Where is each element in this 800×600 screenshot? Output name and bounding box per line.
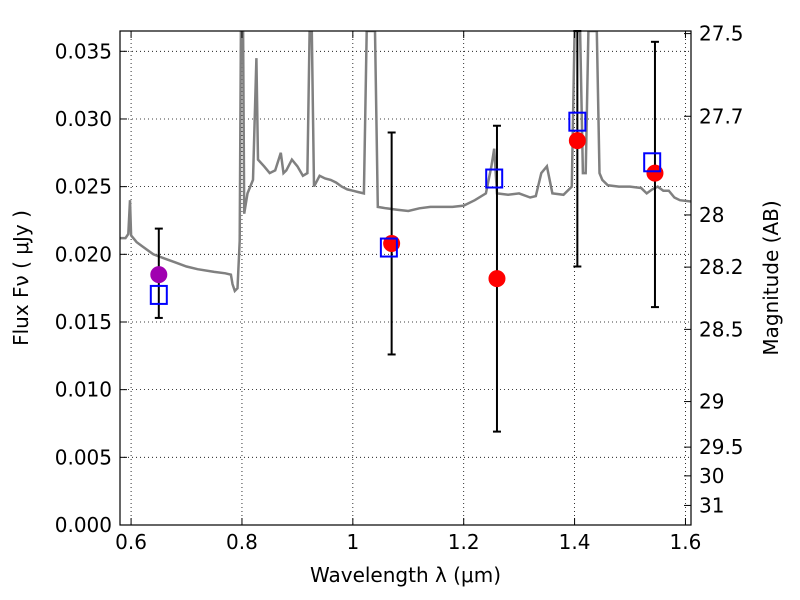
x-tick-label: 1.2 xyxy=(448,530,480,554)
model-spectrum xyxy=(120,31,691,294)
y-tick-label: 0.030 xyxy=(55,107,112,131)
model-square xyxy=(568,111,587,132)
y-tick-label: 0.005 xyxy=(55,445,112,469)
y2-tick-label: 28.2 xyxy=(699,255,744,279)
y-axis-label: Flux Fν ( μJy ) xyxy=(9,210,33,346)
y2-tick-label: 28.5 xyxy=(699,317,744,341)
x-axis-ticks: 0.6 0.8 1 1.2 1.4 1.6 xyxy=(115,31,701,554)
y2-tick-label: 30 xyxy=(699,464,724,488)
observed-point xyxy=(488,270,506,288)
model-square xyxy=(643,152,662,173)
spectrum-line xyxy=(120,31,691,294)
y2-tick-label: 27.5 xyxy=(699,22,744,46)
y-tick-label: 0.020 xyxy=(55,242,112,266)
model-square xyxy=(485,168,504,189)
model-square xyxy=(379,237,398,258)
y-tick-label: 0.015 xyxy=(55,310,112,334)
plot-frame xyxy=(119,30,692,526)
y2-tick-label: 31 xyxy=(699,493,724,517)
x-tick-label: 0.8 xyxy=(226,530,258,554)
x-tick-label: 0.6 xyxy=(115,530,147,554)
model-square xyxy=(149,284,168,305)
y-tick-label: 0.000 xyxy=(55,513,112,537)
y2-tick-label: 28 xyxy=(699,203,724,227)
y2-tick-label: 29.5 xyxy=(699,435,744,459)
y-tick-label: 0.010 xyxy=(55,378,112,402)
x-tick-label: 1 xyxy=(346,530,359,554)
grid-lines xyxy=(120,31,691,526)
y-tick-label: 0.025 xyxy=(55,175,112,199)
error-bars xyxy=(154,30,659,433)
y2-tick-label: 29 xyxy=(699,390,724,414)
y2-axis-ticks: 27.5 27.7 28 28.2 28.5 29 29.5 30 31 xyxy=(684,22,744,517)
observed-point xyxy=(646,164,664,182)
y-tick-label: 0.035 xyxy=(55,39,112,63)
observed-point xyxy=(150,266,168,284)
x-tick-label: 1.6 xyxy=(670,530,702,554)
y2-axis-label: Magnitude (AB) xyxy=(759,200,783,355)
observed-point xyxy=(568,132,586,150)
x-axis-label: Wavelength λ (μm) xyxy=(310,563,501,587)
observed-points xyxy=(150,132,664,288)
model-photometry-points xyxy=(149,111,662,305)
y2-tick-label: 27.7 xyxy=(699,104,744,128)
y-axis-ticks: 0.000 0.005 0.010 0.015 0.020 0.025 0.030 0.035 xyxy=(55,39,127,537)
x-tick-label: 1.4 xyxy=(559,530,591,554)
